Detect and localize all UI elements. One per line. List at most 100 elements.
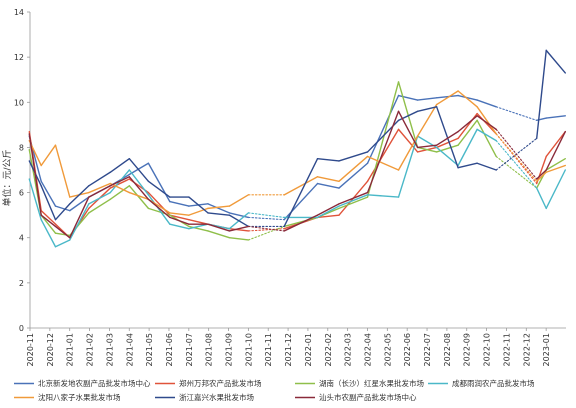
series-segment <box>338 155 369 182</box>
legend-label: 北京新发地农副产品批发市场中心 <box>38 378 151 388</box>
legend-label: 汕头市农副产品批发市场中心 <box>319 392 417 402</box>
series-segment <box>536 169 547 180</box>
series-segment <box>147 180 171 198</box>
series-segment <box>169 223 190 230</box>
series-5 <box>28 90 566 216</box>
series-segment <box>207 203 231 214</box>
series-segment <box>545 158 566 171</box>
series-layer <box>28 49 566 248</box>
series-gap-segment <box>247 225 285 241</box>
series-segment <box>316 203 340 216</box>
series-segment <box>397 135 419 198</box>
legend-item: 湖南（长沙）红星水果批发市场 <box>295 378 424 388</box>
series-segment <box>397 81 419 149</box>
series-segment <box>397 110 419 149</box>
series-segment <box>457 162 478 169</box>
series-segment <box>40 144 57 167</box>
series-segment <box>40 214 57 234</box>
series-segment <box>476 99 497 108</box>
series-segment <box>338 151 369 162</box>
y-tick-label: 14 <box>14 8 24 17</box>
series-segment <box>338 162 369 189</box>
x-tick-label: 2022-03 <box>344 333 353 366</box>
legend-item: 沈阳八家子水果批发市场 <box>14 392 121 402</box>
y-tick-label: 0 <box>19 324 24 333</box>
series-segment <box>366 128 400 182</box>
x-tick-label: 2021-01 <box>66 333 75 366</box>
x-tick-label: 2021-10 <box>244 333 253 366</box>
series-segment <box>88 185 111 198</box>
series-segment <box>316 176 340 182</box>
series-segment <box>416 106 438 113</box>
series-segment <box>109 176 131 187</box>
series-segment <box>457 119 478 146</box>
legend-item: 汕头市农副产品批发市场中心 <box>295 392 417 402</box>
series-segment <box>366 110 400 194</box>
series-segment <box>109 178 131 189</box>
series-segment <box>228 194 250 207</box>
x-tick-label: 2021-05 <box>145 333 154 366</box>
series-segment <box>536 187 547 210</box>
series-segment <box>416 103 438 137</box>
series-3 <box>28 81 566 241</box>
series-segment <box>283 216 319 228</box>
series-2 <box>28 112 566 239</box>
series-segment <box>476 115 497 131</box>
series-segment <box>207 223 231 232</box>
x-tick-label: 2021-08 <box>205 333 214 366</box>
series-segment <box>416 144 438 149</box>
series-segment <box>316 158 340 162</box>
series-segment <box>545 115 566 119</box>
x-tick-label: 2021-03 <box>105 333 114 366</box>
x-tick-label: 2021-06 <box>165 333 174 366</box>
x-tick-label: 2020-11 <box>26 333 35 366</box>
series-segment <box>147 198 171 219</box>
series-7 <box>28 110 566 239</box>
series-segment <box>88 182 111 194</box>
x-tick-label: 2021-07 <box>185 333 194 366</box>
series-segment <box>283 176 319 196</box>
series-segment <box>88 198 111 214</box>
series-segment <box>545 164 566 173</box>
series-segment <box>228 212 250 219</box>
x-tick-label: 2020-12 <box>46 333 55 366</box>
series-gap-segment <box>495 106 538 121</box>
series-segment <box>536 49 547 140</box>
series-segment <box>283 182 319 221</box>
series-segment <box>338 191 369 205</box>
legend-item: 成都雨润农产品批发市场 <box>428 378 535 388</box>
series-segment <box>54 205 71 212</box>
series-gap-segment <box>495 133 538 182</box>
series-segment <box>476 162 497 171</box>
series-4 <box>28 128 566 248</box>
series-segment <box>435 146 459 167</box>
series-gap-segment <box>495 140 538 189</box>
x-tick-label: 2021-09 <box>225 333 234 366</box>
x-tick-label: 2023-01 <box>542 333 551 366</box>
series-segment <box>147 194 171 225</box>
x-tick-label: 2021-02 <box>86 333 95 366</box>
series-segment <box>40 185 57 221</box>
y-tick-label: 6 <box>19 189 24 198</box>
series-segment <box>366 155 400 171</box>
series-segment <box>188 225 209 232</box>
series-segment <box>109 158 131 173</box>
x-tick-label: 2022-12 <box>522 333 531 366</box>
series-segment <box>476 106 497 135</box>
series-segment <box>457 128 478 167</box>
series-segment <box>188 207 209 216</box>
series-segment <box>169 200 190 207</box>
series-segment <box>207 230 231 239</box>
x-tick-label: 2021-12 <box>284 333 293 366</box>
series-segment <box>28 178 42 221</box>
series-segment <box>128 169 150 196</box>
series-segment <box>69 185 90 205</box>
series-segment <box>545 130 566 158</box>
series-segment <box>366 94 400 164</box>
series-segment <box>545 169 566 210</box>
legend-label: 沈阳八家子水果批发市场 <box>38 392 121 402</box>
series-segment <box>435 106 459 169</box>
series-segment <box>128 158 150 182</box>
series-segment <box>69 203 90 241</box>
series-segment <box>40 180 57 207</box>
